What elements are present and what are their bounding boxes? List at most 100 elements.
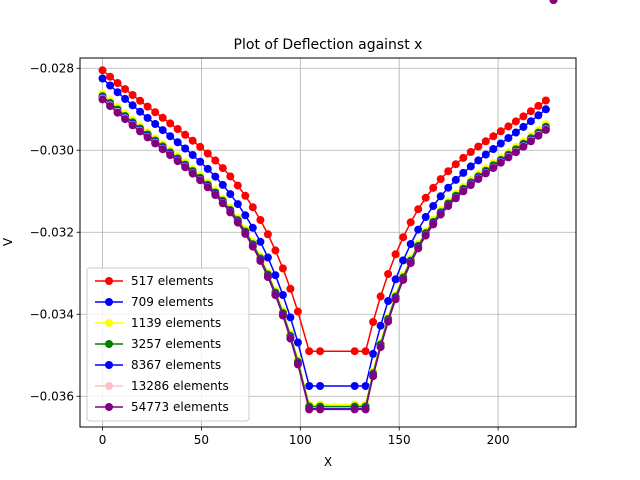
data-point [504,153,513,162]
data-point [166,151,175,160]
data-point [511,117,520,126]
data-point [481,169,490,178]
data-point [534,101,543,110]
y-ticks: −0.036 −0.034 −0.032 −0.030 −0.028 [30,61,80,403]
data-point [136,107,145,116]
data-point [436,175,445,184]
data-point [173,138,182,147]
data-point [361,382,370,390]
data-point [350,382,359,390]
data-point [173,125,182,133]
data-point [98,74,107,83]
data-point [203,183,212,192]
legend-entry: 54773 elements [95,400,229,414]
data-point [481,150,490,159]
data-point [466,181,475,189]
data-point [121,94,130,103]
data-point [263,273,272,281]
x-ticks: 0 50 100 150 200 [99,427,510,447]
data-point [143,113,152,122]
legend-box [86,267,250,422]
data-point [203,149,212,158]
legend-swatch-marker [105,403,113,411]
legend-entry: 1139 elements [95,316,221,330]
data-point [286,313,295,322]
data-point [278,264,287,273]
y-tick-label: −0.034 [30,307,74,321]
data-point [233,200,242,209]
data-point [128,91,137,99]
series-1 [98,0,558,356]
data-point [391,250,400,259]
data-point [286,284,295,293]
data-point [391,295,400,304]
data-point [496,158,505,167]
data-point [211,191,220,199]
data-point [166,132,175,141]
data-point [241,211,250,220]
data-point [350,405,359,414]
data-point [489,164,498,172]
data-point [305,347,314,356]
x-axis-label: X [324,455,332,469]
legend-entry: 13286 elements [95,379,229,393]
data-point [271,271,280,280]
data-point [113,108,122,117]
legend-label: 54773 elements [131,400,229,414]
series-7 [98,0,558,414]
legend-swatch-marker [105,361,113,369]
data-point [248,223,257,232]
data-point [361,405,370,414]
data-point [106,102,115,111]
data-point [429,202,438,210]
data-point [481,137,490,146]
data-point [196,157,205,166]
x-tick-label: 200 [487,433,510,447]
data-point [181,144,190,153]
data-point [489,145,498,153]
data-point [113,79,122,87]
data-point [121,85,130,94]
data-point [188,151,197,159]
data-point [218,180,227,189]
data-point [233,181,242,190]
data-point [106,81,115,90]
data-point [414,244,423,253]
data-point [549,0,558,4]
data-point [226,172,235,181]
data-point [113,88,122,97]
data-point [263,253,272,262]
data-point [384,297,393,305]
data-point [511,148,520,157]
data-point [241,191,250,200]
legend: 517 elements 709 elements 1139 elements 325… [86,267,250,422]
data-point [429,183,438,192]
data-point [541,105,550,114]
data-point [436,192,445,201]
data-point [406,240,415,248]
series-2 [98,0,558,390]
data-point [316,382,325,390]
data-point [196,176,205,185]
legend-entry: 3257 elements [95,337,221,351]
plot-lines [98,0,558,414]
legend-entry: 709 elements [95,295,213,309]
data-point [526,107,535,116]
data-point [98,95,107,104]
data-point [203,164,212,173]
data-point [496,139,505,148]
data-point [256,216,265,224]
y-tick-label: −0.028 [30,61,74,75]
data-point [181,163,190,172]
data-point [489,132,498,141]
data-point [158,145,167,154]
data-point [534,111,543,120]
data-point [459,168,468,177]
data-point [173,157,182,166]
data-point [369,372,378,381]
data-point [188,136,197,145]
data-point [504,122,513,131]
data-point [474,142,483,151]
y-tick-label: −0.036 [30,389,74,403]
